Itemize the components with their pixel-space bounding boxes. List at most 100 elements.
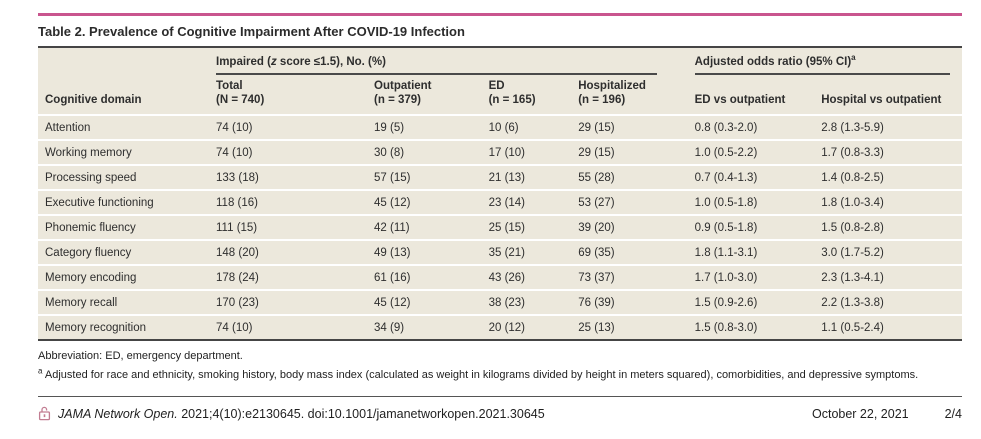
value-cell: 43 (26) xyxy=(480,266,571,291)
value-cell: 53 (27) xyxy=(570,191,687,216)
group-header-adjusted-odds-ratio: Adjusted odds ratio (95% CI)a xyxy=(694,53,950,75)
value-cell: 3.0 (1.7-5.2) xyxy=(813,241,962,266)
column-header-hospitalized: Hospitalized (n = 196) xyxy=(570,75,687,116)
group-header-impaired: Impaired (z score ≤1.5), No. (%) xyxy=(216,56,657,75)
value-cell: 2.2 (1.3-3.8) xyxy=(813,291,962,316)
table-row: Executive functioning 118 (16) 45 (12) 2… xyxy=(38,191,962,216)
prevalence-table: Impaired (z score ≤1.5), No. (%) Adjuste… xyxy=(38,48,962,341)
value-cell: 76 (39) xyxy=(570,291,687,316)
value-cell: 1.8 (1.1-3.1) xyxy=(686,241,814,266)
value-cell: 20 (12) xyxy=(488,321,526,334)
value-cell: 25 (13) xyxy=(578,321,615,334)
value-cell: 10 (6) xyxy=(480,116,571,141)
value-cell: 1.8 (1.0-3.4) xyxy=(813,191,962,216)
page-number: 2/4 xyxy=(944,406,962,421)
value-cell: 17 (10) xyxy=(480,141,571,166)
row-label-cell: Category fluency xyxy=(38,241,209,266)
table-row: Phonemic fluency 111 (15) 42 (11) 25 (15… xyxy=(38,216,962,241)
value-cell: 2.8 (1.3-5.9) xyxy=(813,116,962,141)
value-cell: 69 (35) xyxy=(570,241,687,266)
column-header-cognitive-domain: Cognitive domain xyxy=(38,75,209,116)
row-label-cell: Working memory xyxy=(38,141,209,166)
value-cell: 30 (8) xyxy=(366,141,481,166)
footnote-a: a Adjusted for race and ethnicity, smoki… xyxy=(38,366,919,381)
empty-cell xyxy=(38,48,208,75)
table-row: Memory recognition 74 (10) 34 (9) 20 (12… xyxy=(38,316,962,339)
value-cell: 74 (10) xyxy=(216,321,253,334)
column-header-outpatient: Outpatient (n = 379) xyxy=(366,75,481,116)
group-header-aor-cell: Adjusted odds ratio (95% CI)a xyxy=(687,48,962,75)
value-cell: 29 (15) xyxy=(570,141,687,166)
column-header-ed: ED (n = 165) xyxy=(480,75,571,116)
value-cell: 148 (20) xyxy=(208,241,367,266)
row-label-cell: Memory recall xyxy=(38,291,209,316)
row-label-cell: Executive functioning xyxy=(38,191,209,216)
value-cell: 1.5 (0.8-2.8) xyxy=(813,216,962,241)
value-cell: 1.0 (0.5-2.2) xyxy=(686,141,814,166)
row-label-cell: Phonemic fluency xyxy=(38,216,209,241)
row-label-cell: Memory recognition xyxy=(45,321,146,334)
table-title: Table 2. Prevalence of Cognitive Impairm… xyxy=(38,16,962,48)
value-cell: 0.9 (0.5-1.8) xyxy=(686,216,814,241)
footnote-a-marker: a xyxy=(851,53,856,63)
table-row: Memory recall 170 (23) 45 (12) 38 (23) 7… xyxy=(38,291,962,316)
column-header-hospital-vs-outpatient: Hospital vs outpatient xyxy=(813,75,962,116)
value-cell: 111 (15) xyxy=(208,216,367,241)
value-cell: 39 (20) xyxy=(570,216,687,241)
group-header-row: Impaired (z score ≤1.5), No. (%) Adjuste… xyxy=(38,48,962,75)
value-cell: 1.0 (0.5-1.8) xyxy=(686,191,814,216)
value-cell: 1.1 (0.5-2.4) xyxy=(821,321,884,334)
value-cell: 178 (24) xyxy=(208,266,367,291)
value-cell: 45 (12) xyxy=(366,291,481,316)
abbreviation-note: Abbreviation: ED, emergency department. xyxy=(38,350,243,362)
row-label-cell: Attention xyxy=(38,116,209,141)
value-cell: 35 (21) xyxy=(480,241,571,266)
footer-right: October 22, 2021 2/4 xyxy=(812,407,962,421)
value-cell: 23 (14) xyxy=(480,191,571,216)
page-content: Table 2. Prevalence of Cognitive Impairm… xyxy=(38,13,962,421)
table-row: Working memory 74 (10) 30 (8) 17 (10) 29… xyxy=(38,141,962,166)
value-cell: 38 (23) xyxy=(480,291,571,316)
value-cell: 61 (16) xyxy=(366,266,481,291)
value-cell: 55 (28) xyxy=(570,166,687,191)
value-cell: 25 (15) xyxy=(480,216,571,241)
value-cell: 0.7 (0.4-1.3) xyxy=(686,166,814,191)
citation-text: JAMA Network Open. 2021;4(10):e2130645. … xyxy=(58,406,545,421)
value-cell: 1.5 (0.8-3.0) xyxy=(694,321,758,334)
table-row: Processing speed 133 (18) 57 (15) 21 (13… xyxy=(38,166,962,191)
column-header-row: Cognitive domain Total (N = 740) Outpatie… xyxy=(38,75,962,116)
value-cell: 29 (15) xyxy=(570,116,687,141)
value-cell: 1.5 (0.9-2.6) xyxy=(686,291,814,316)
value-cell: 1.7 (1.0-3.0) xyxy=(686,266,814,291)
accent-top-rule xyxy=(38,13,962,16)
value-cell: 34 (9) xyxy=(374,321,405,334)
column-header-total: Total (N = 740) xyxy=(208,75,367,116)
value-cell: 170 (23) xyxy=(208,291,367,316)
footnote-a-marker: a xyxy=(38,366,43,376)
footnotes: Abbreviation: ED, emergency department. … xyxy=(38,350,962,381)
value-cell: 57 (15) xyxy=(366,166,481,191)
value-cell: 1.7 (0.8-3.3) xyxy=(813,141,962,166)
citation-block: JAMA Network Open. 2021;4(10):e2130645. … xyxy=(38,406,545,421)
page-footer: JAMA Network Open. 2021;4(10):e2130645. … xyxy=(38,396,962,421)
column-header-ed-vs-outpatient: ED vs outpatient xyxy=(686,75,814,116)
value-cell: 118 (16) xyxy=(208,191,367,216)
value-cell: 74 (10) xyxy=(208,116,367,141)
row-label-cell: Memory encoding xyxy=(38,266,209,291)
group-header-impaired-cell: Impaired (z score ≤1.5), No. (%) xyxy=(208,48,687,75)
table-row: Memory encoding 178 (24) 61 (16) 43 (26)… xyxy=(38,266,962,291)
journal-name: JAMA Network Open. xyxy=(58,406,178,421)
row-label-cell: Processing speed xyxy=(38,166,209,191)
value-cell: 74 (10) xyxy=(208,141,367,166)
value-cell: 133 (18) xyxy=(208,166,367,191)
value-cell: 49 (13) xyxy=(366,241,481,266)
value-cell: 21 (13) xyxy=(480,166,571,191)
z-variable: z xyxy=(270,56,277,68)
value-cell: 1.4 (0.8-2.5) xyxy=(813,166,962,191)
value-cell: 42 (11) xyxy=(366,216,481,241)
value-cell: 2.3 (1.3-4.1) xyxy=(813,266,962,291)
publication-date: October 22, 2021 xyxy=(812,406,909,421)
table-row: Attention 74 (10) 19 (5) 10 (6) 29 (15) … xyxy=(38,116,962,141)
table-row: Category fluency 148 (20) 49 (13) 35 (21… xyxy=(38,241,962,266)
open-access-lock-icon xyxy=(38,406,51,421)
